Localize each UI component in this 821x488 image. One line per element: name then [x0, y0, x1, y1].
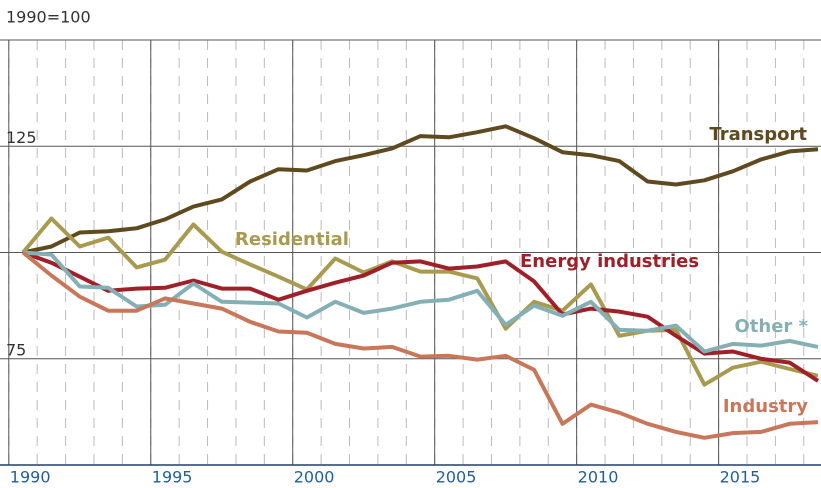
- series-line: [22, 250, 820, 383]
- series-line: [22, 124, 819, 255]
- y-tick-label: 125: [6, 128, 37, 147]
- series-line: [21, 250, 819, 440]
- series-label: Residential: [235, 229, 349, 250]
- y-tick-label: 75: [6, 340, 26, 359]
- series-label: Other *: [735, 316, 809, 337]
- x-tick-label: 2000: [294, 468, 335, 487]
- series-label: Industry: [723, 396, 808, 417]
- x-tick-label: 2010: [578, 468, 619, 487]
- series-line: [22, 250, 819, 354]
- x-tick-label: 2015: [720, 468, 761, 487]
- x-tick-label: 2005: [436, 468, 477, 487]
- series-label: Transport: [709, 124, 807, 145]
- y-axis-label: 1990=100: [6, 8, 91, 27]
- series-line: [21, 216, 819, 387]
- x-tick-label: 1990: [10, 468, 51, 487]
- x-tick-label: 1995: [152, 468, 193, 487]
- series-label: Energy industries: [520, 251, 699, 272]
